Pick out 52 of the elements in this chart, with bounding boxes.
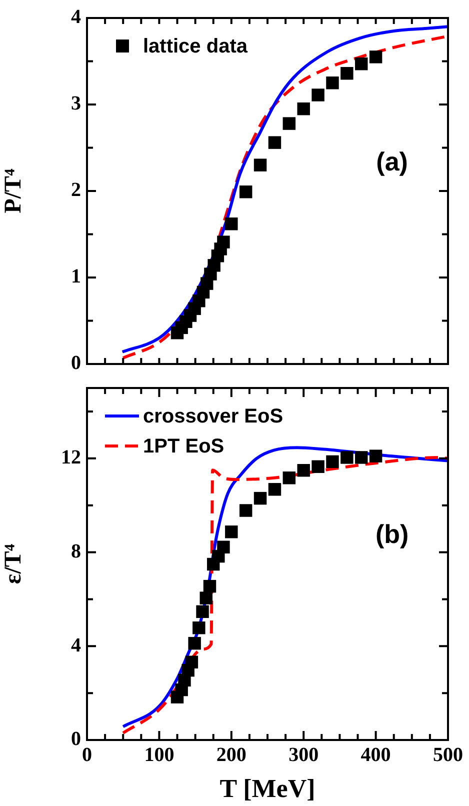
point xyxy=(188,636,201,650)
y-tick-label: 2 xyxy=(71,179,81,202)
point xyxy=(225,218,238,230)
point xyxy=(203,580,216,593)
point xyxy=(326,76,339,90)
y-axis-title: P/T⁴ xyxy=(0,168,27,214)
x-tick-label: 100 xyxy=(144,744,174,766)
point xyxy=(200,592,212,604)
x-tick-label: 500 xyxy=(433,744,463,766)
y-axis-title: ε/T⁴ xyxy=(0,544,27,584)
y-tick-label: 4 xyxy=(71,634,81,656)
point xyxy=(312,88,324,102)
x-tick-label: 300 xyxy=(288,744,319,766)
y-tick-label: 1 xyxy=(71,266,81,288)
point xyxy=(340,451,354,464)
y-tick-label: 3 xyxy=(71,92,81,115)
point xyxy=(369,450,382,462)
point xyxy=(282,472,296,484)
point xyxy=(192,621,206,634)
point xyxy=(185,656,198,668)
point xyxy=(354,57,368,70)
point xyxy=(225,525,238,538)
y-tick-label: 4 xyxy=(71,6,81,28)
point xyxy=(217,540,230,554)
point xyxy=(312,460,324,473)
legend-label: crossover EoS xyxy=(143,406,284,428)
x-tick-label: 200 xyxy=(216,744,246,766)
annotation: (b) xyxy=(375,519,409,550)
point xyxy=(282,117,296,130)
point xyxy=(340,66,354,80)
x-axis-title: T [MeV] xyxy=(220,774,316,804)
point xyxy=(268,136,282,149)
point xyxy=(326,455,339,468)
point xyxy=(297,464,310,477)
point xyxy=(254,158,267,172)
legend-label: lattice data xyxy=(143,36,248,58)
point xyxy=(297,102,310,116)
x-tick-label: 400 xyxy=(360,744,391,766)
point xyxy=(254,492,267,505)
point xyxy=(268,483,282,496)
y-tick-label: 0 xyxy=(71,728,81,750)
y-tick-label: 12 xyxy=(61,446,81,469)
point xyxy=(217,236,230,248)
point xyxy=(196,605,209,618)
point xyxy=(239,504,252,517)
point xyxy=(239,186,252,198)
annotation: (a) xyxy=(376,146,408,176)
point xyxy=(354,451,368,464)
y-tick-label: 0 xyxy=(71,352,81,374)
point xyxy=(369,50,382,64)
y-tick-label: 8 xyxy=(71,540,81,562)
legend-label: 1PT EoS xyxy=(143,436,224,458)
